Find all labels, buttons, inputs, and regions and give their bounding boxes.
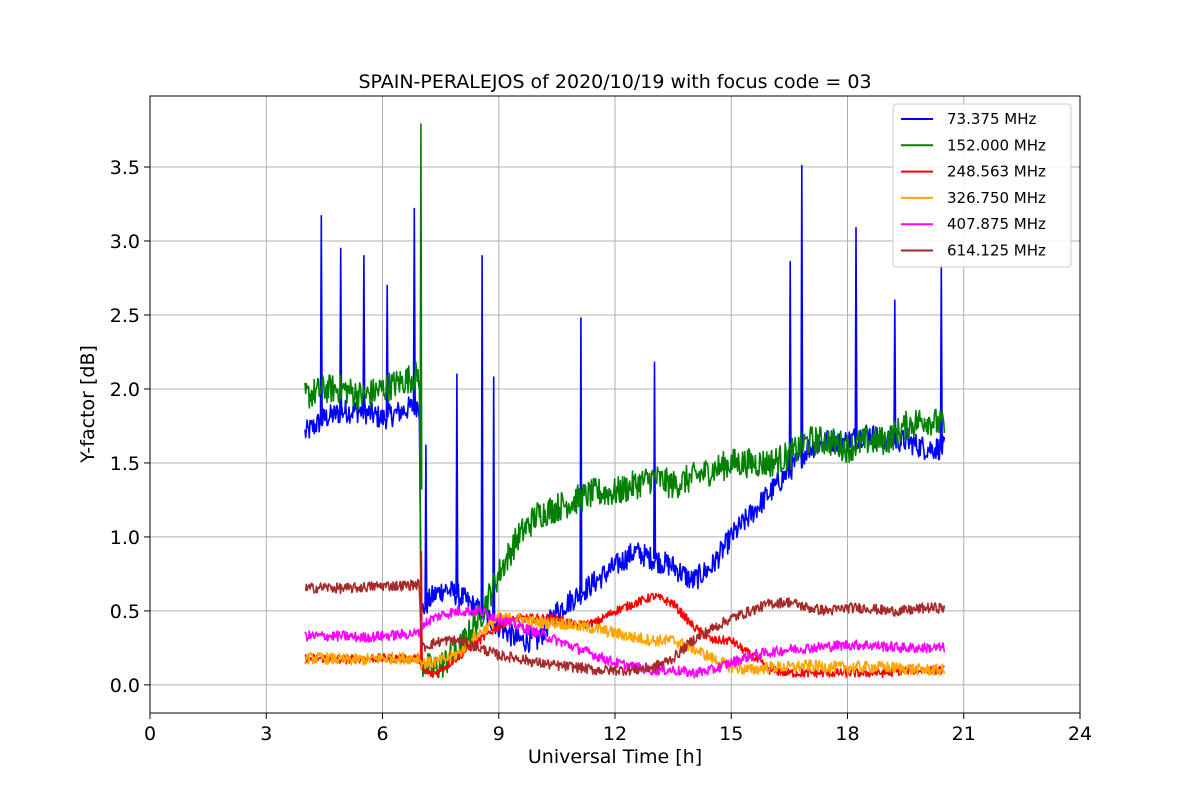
legend: 73.375 MHz 152.000 MHz 248.563 MHz 326.750 … <box>892 103 1072 268</box>
legend-entry-label: 248.563 MHz <box>947 163 1046 181</box>
y-tick-label: 1.5 <box>110 453 140 475</box>
series-layer <box>304 123 946 679</box>
y-tick-label: 0.0 <box>110 675 140 697</box>
x-axis-ticks: 0 3 6 9 12 15 18 21 24 <box>144 713 1092 745</box>
x-tick-label: 0 <box>144 723 156 745</box>
y-tick-label: 3.0 <box>110 231 140 253</box>
y-tick-label: 0.5 <box>110 601 140 623</box>
series-line-5 <box>304 578 946 676</box>
legend-entry-label: 614.125 MHz <box>947 242 1046 260</box>
y-axis-label: Y-factor [dB] <box>77 345 99 464</box>
chart-title: SPAIN-PERALEJOS of 2020/10/19 with focus… <box>358 71 871 93</box>
legend-box <box>892 103 1072 268</box>
plot-area <box>304 123 946 679</box>
legend-entry-label: 152.000 MHz <box>947 136 1046 154</box>
x-tick-label: 24 <box>1068 723 1092 745</box>
legend-entry-label: 73.375 MHz <box>947 110 1036 128</box>
y-tick-label: 3.5 <box>110 157 140 179</box>
series-line-3 <box>304 611 946 677</box>
x-tick-label: 3 <box>260 723 272 745</box>
x-tick-label: 12 <box>603 723 627 745</box>
y-tick-label: 2.0 <box>110 379 140 401</box>
x-tick-label: 15 <box>719 723 743 745</box>
series-line-1 <box>304 123 946 679</box>
y-tick-label: 2.5 <box>110 305 140 327</box>
y-axis-ticks: 0.0 0.5 1.0 1.5 2.0 2.5 3.0 3.5 <box>110 157 150 697</box>
legend-entry-label: 326.750 MHz <box>947 189 1046 207</box>
x-tick-label: 21 <box>952 723 976 745</box>
x-tick-label: 9 <box>493 723 505 745</box>
series-line-4 <box>304 605 946 679</box>
series-line-0 <box>304 164 946 653</box>
x-axis-label: Universal Time [h] <box>528 746 702 768</box>
x-tick-label: 18 <box>835 723 859 745</box>
legend-entry-label: 407.875 MHz <box>947 215 1046 233</box>
y-tick-label: 1.0 <box>110 527 140 549</box>
x-tick-label: 6 <box>376 723 388 745</box>
